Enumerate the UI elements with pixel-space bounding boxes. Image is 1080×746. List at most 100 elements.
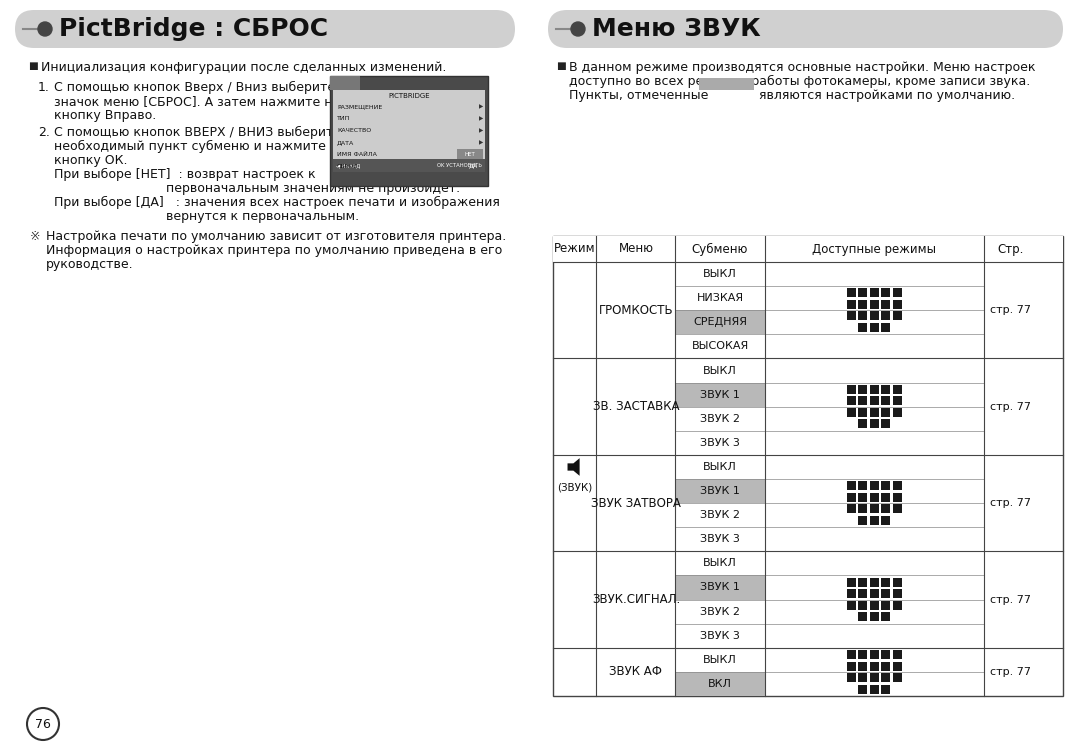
Text: С помощью кнопок ВВЕРХ / ВНИЗ выберите: С помощью кнопок ВВЕРХ / ВНИЗ выберите	[54, 126, 341, 139]
Bar	[893, 578, 902, 587]
Bar	[333, 90, 485, 101]
Bar	[675, 479, 765, 503]
Bar	[881, 493, 890, 502]
Text: Пункты, отмеченные: Пункты, отмеченные	[569, 89, 708, 102]
Text: Режим: Режим	[554, 242, 595, 255]
Bar	[457, 149, 483, 159]
Text: ■: ■	[28, 61, 38, 71]
Bar	[859, 300, 867, 309]
Text: ▶: ▶	[480, 140, 483, 145]
Text: ЗВУК 1: ЗВУК 1	[700, 486, 740, 496]
Bar	[847, 673, 855, 682]
Bar	[330, 76, 360, 90]
Bar	[881, 601, 890, 609]
Bar	[847, 578, 855, 587]
Text: Информация о настройках принтера по умолчанию приведена в его: Информация о настройках принтера по умол…	[46, 244, 502, 257]
Bar	[869, 289, 879, 298]
Bar	[859, 601, 867, 609]
Bar	[881, 289, 890, 298]
Bar	[893, 300, 902, 309]
Text: ЗВУК 3: ЗВУК 3	[700, 534, 740, 545]
Text: ВЫКЛ: ВЫКЛ	[703, 559, 737, 568]
Bar	[893, 481, 902, 490]
Text: ЗВУК АФ: ЗВУК АФ	[609, 665, 662, 678]
Text: ЗВУК 3: ЗВУК 3	[700, 630, 740, 641]
Circle shape	[38, 22, 52, 36]
Text: ВЫКЛ: ВЫКЛ	[703, 269, 737, 279]
Bar	[859, 589, 867, 598]
Bar	[881, 578, 890, 587]
Text: вернутся к первоначальным.: вернутся к первоначальным.	[166, 210, 360, 223]
Text: Стр.: Стр.	[998, 242, 1024, 255]
Bar	[881, 419, 890, 428]
Text: стр. 77: стр. 77	[990, 595, 1031, 604]
Text: руководстве.: руководстве.	[46, 258, 134, 271]
Bar	[893, 493, 902, 502]
Bar	[893, 589, 902, 598]
Bar	[869, 323, 879, 332]
Bar	[859, 662, 867, 671]
Bar	[881, 589, 890, 598]
Text: являются настройками по умолчанию.: являются настройками по умолчанию.	[759, 89, 1015, 102]
Text: ■: ■	[556, 61, 566, 71]
Circle shape	[27, 708, 59, 740]
Text: СРЕДНЯЯ: СРЕДНЯЯ	[693, 317, 747, 327]
Text: ЗВУК.СИГНАЛ.: ЗВУК.СИГНАЛ.	[592, 593, 680, 606]
Bar	[869, 650, 879, 659]
Text: ЗВ. ЗАСТАВКА: ЗВ. ЗАСТАВКА	[593, 400, 679, 413]
Text: При выборе [ДА]   : значения всех настроек печати и изображения: При выборе [ДА] : значения всех настроек…	[54, 196, 500, 209]
Bar	[869, 589, 879, 598]
Text: ВЫКЛ: ВЫКЛ	[703, 655, 737, 665]
Text: С помощью кнопок Вверх / Вниз выберите: С помощью кнопок Вверх / Вниз выберите	[54, 81, 335, 94]
Bar	[893, 650, 902, 659]
Bar	[869, 385, 879, 394]
Text: необходимый пункт субменю и нажмите: необходимый пункт субменю и нажмите	[54, 140, 326, 153]
Text: ▶: ▶	[480, 104, 483, 110]
Bar	[847, 493, 855, 502]
Bar	[893, 673, 902, 682]
Bar	[893, 408, 902, 417]
Text: кнопку Вправо.: кнопку Вправо.	[54, 109, 157, 122]
Text: ※: ※	[30, 230, 41, 243]
Text: ЗВУК 1: ЗВУК 1	[700, 389, 740, 400]
Text: ИМЯ ФАЙЛА: ИМЯ ФАЙЛА	[337, 151, 377, 157]
Bar	[675, 310, 765, 334]
Bar	[881, 396, 890, 405]
Text: РАЗМЕЩЕНИЕ: РАЗМЕЩЕНИЕ	[337, 104, 382, 110]
Text: PICTBRIDGE: PICTBRIDGE	[388, 93, 430, 98]
Text: ЗВУК ЗАТВОРА: ЗВУК ЗАТВОРА	[591, 497, 680, 510]
Bar	[869, 662, 879, 671]
Bar	[553, 236, 1063, 696]
Text: ТИП: ТИП	[337, 116, 350, 122]
Text: Настройка печати по умолчанию зависит от изготовителя принтера.: Настройка печати по умолчанию зависит от…	[46, 230, 507, 243]
Bar	[869, 312, 879, 321]
Bar	[869, 408, 879, 417]
Bar	[859, 493, 867, 502]
Text: ▶: ▶	[480, 116, 483, 122]
Bar	[847, 312, 855, 321]
Text: КАЧЕСТВО: КАЧЕСТВО	[337, 128, 372, 133]
Text: Меню ЗВУК: Меню ЗВУК	[592, 17, 760, 41]
Polygon shape	[567, 458, 580, 476]
Bar	[847, 601, 855, 609]
Bar	[847, 408, 855, 417]
Bar	[881, 300, 890, 309]
Bar	[859, 408, 867, 417]
Bar	[859, 481, 867, 490]
Bar	[675, 575, 765, 600]
Bar	[869, 300, 879, 309]
Bar	[859, 516, 867, 525]
Text: ЗВУК 3: ЗВУК 3	[700, 438, 740, 448]
Bar	[847, 589, 855, 598]
Bar	[881, 408, 890, 417]
Bar	[869, 504, 879, 513]
Bar	[881, 612, 890, 621]
Bar	[881, 685, 890, 694]
Bar	[893, 312, 902, 321]
Bar	[847, 396, 855, 405]
Bar	[881, 504, 890, 513]
Bar	[893, 396, 902, 405]
Bar	[859, 312, 867, 321]
Bar	[859, 578, 867, 587]
Bar	[869, 601, 879, 609]
